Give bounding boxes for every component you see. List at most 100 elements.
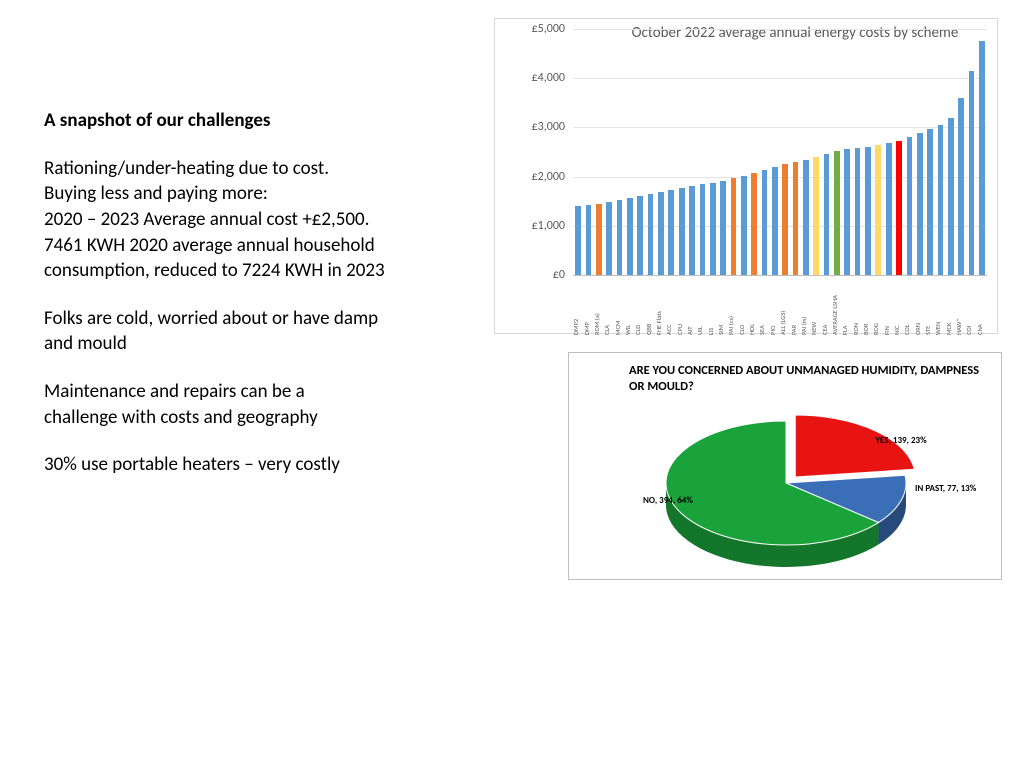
x-tick-label: PAI (cs) bbox=[727, 316, 735, 335]
bar bbox=[762, 170, 768, 275]
slide: A snapshot of our challenges Rationing/u… bbox=[0, 0, 1024, 768]
bar bbox=[824, 154, 830, 275]
bar bbox=[948, 118, 954, 275]
bar bbox=[668, 190, 674, 275]
y-tick-label: £0 bbox=[507, 268, 565, 282]
y-tick-label: £4,000 bbox=[507, 71, 565, 85]
bar bbox=[855, 148, 861, 275]
bar bbox=[782, 164, 788, 275]
x-tick-label: BOR bbox=[862, 324, 870, 335]
bar bbox=[586, 205, 592, 275]
y-tick-label: £5,000 bbox=[507, 22, 565, 36]
paragraph-2: Folks are cold, worried about or have da… bbox=[44, 306, 464, 357]
x-tick-label: NIC bbox=[893, 326, 901, 335]
pie-label-yes: YES, 139, 23% bbox=[874, 435, 927, 446]
x-tick-label: QBB bbox=[645, 324, 653, 335]
y-tick-label: £1,000 bbox=[507, 219, 565, 233]
bar bbox=[803, 160, 809, 275]
pie-label-inpast: IN PAST, 77, 13% bbox=[915, 483, 977, 494]
x-tick-label: CLO bbox=[738, 325, 746, 335]
paragraph-4: 30% use portable heaters – very costly bbox=[44, 452, 464, 478]
x-tick-label: NEW bbox=[810, 322, 818, 335]
x-tick-label: HOL bbox=[748, 324, 756, 335]
x-tick-label: SEA bbox=[758, 325, 766, 335]
x-tick-label: MCK bbox=[945, 323, 953, 335]
x-tick-label: DMP bbox=[583, 322, 591, 335]
x-tick-label: PIO bbox=[769, 326, 777, 335]
x-tick-label: ROG bbox=[872, 323, 880, 335]
x-tick-label: ACC bbox=[665, 324, 673, 335]
x-tick-label: CLA bbox=[603, 325, 611, 335]
bar bbox=[834, 151, 840, 275]
x-tick-label: ALL (LGS) bbox=[779, 311, 787, 335]
x-tick-label: UIL bbox=[696, 326, 704, 335]
bar bbox=[741, 176, 747, 275]
bar-chart-xticks: DMP2DMPROM (a)CLAMCMWILCLDQBBFHE FlatsAC… bbox=[573, 277, 987, 335]
heading: A snapshot of our challenges bbox=[44, 108, 464, 134]
x-tick-label: ROM (a) bbox=[593, 313, 601, 335]
bar bbox=[979, 41, 985, 275]
x-tick-label: CEA bbox=[821, 325, 829, 335]
text-block: A snapshot of our challenges Rationing/u… bbox=[44, 108, 464, 500]
x-tick-label: AVERAGE LSHA bbox=[831, 295, 839, 335]
x-tick-label: WIL bbox=[624, 325, 632, 335]
bar bbox=[658, 192, 664, 275]
y-tick-label: £2,000 bbox=[507, 170, 565, 184]
x-tick-label: SIM bbox=[717, 325, 725, 335]
bar bbox=[751, 173, 757, 275]
x-tick-label: ChA bbox=[976, 324, 984, 335]
x-tick-label: FIN bbox=[883, 326, 891, 335]
paragraph-1: Rationing/under-heating due to cost.Buyi… bbox=[44, 156, 464, 284]
bar bbox=[865, 147, 871, 275]
x-tick-label: LIS bbox=[707, 328, 715, 335]
bar bbox=[575, 206, 581, 275]
bar bbox=[700, 184, 706, 275]
bar bbox=[679, 188, 685, 275]
x-tick-label: COI bbox=[965, 326, 973, 335]
x-tick-label: FLA bbox=[841, 326, 849, 335]
bar bbox=[896, 141, 902, 275]
bar bbox=[689, 186, 695, 275]
x-tick-label: COL bbox=[903, 325, 911, 335]
pie-chart-svg: YES, 139, 23% IN PAST, 77, 13% NO, 394, 64… bbox=[569, 383, 1003, 577]
pie-label-no: NO, 394, 64% bbox=[643, 495, 693, 506]
x-tick-label: DMP2 bbox=[572, 319, 580, 335]
x-tick-label: FHE Flats bbox=[655, 311, 663, 335]
bar bbox=[606, 202, 612, 275]
bar bbox=[875, 145, 881, 275]
bar bbox=[648, 194, 654, 275]
bar bbox=[844, 149, 850, 275]
bar bbox=[969, 71, 975, 275]
bar bbox=[617, 200, 623, 275]
x-tick-label: CPU bbox=[676, 324, 684, 335]
bar bbox=[772, 167, 778, 275]
bar bbox=[958, 98, 964, 275]
bar bbox=[793, 162, 799, 275]
x-tick-label: ORN bbox=[914, 323, 922, 335]
x-tick-label: RON bbox=[852, 323, 860, 335]
pie-chart: ARE YOU CONCERNED ABOUT UNMANAGED HUMIDI… bbox=[568, 352, 1002, 580]
x-tick-label: PAR bbox=[790, 325, 798, 335]
bar bbox=[627, 198, 633, 275]
y-tick-label: £3,000 bbox=[507, 120, 565, 134]
bar bbox=[813, 157, 819, 275]
x-tick-label: STE bbox=[924, 326, 932, 335]
x-tick-label: WEN bbox=[934, 322, 942, 335]
bar bbox=[596, 204, 602, 275]
paragraph-3: Maintenance and repairs can be achalleng… bbox=[44, 379, 464, 430]
x-tick-label: AIT bbox=[686, 326, 694, 335]
bar bbox=[907, 137, 913, 275]
bar bbox=[927, 129, 933, 275]
x-tick-label: HAW* bbox=[955, 318, 963, 335]
bar bbox=[886, 143, 892, 275]
bar bbox=[938, 125, 944, 275]
x-tick-label: CLD bbox=[634, 325, 642, 335]
bar bbox=[637, 196, 643, 275]
bar-chart: October 2022 average annual energy costs… bbox=[494, 18, 998, 334]
bar bbox=[917, 133, 923, 275]
bar bbox=[710, 183, 716, 275]
x-tick-label: PAI (rs) bbox=[800, 317, 808, 335]
bar-chart-plot bbox=[573, 29, 987, 275]
bar bbox=[731, 178, 737, 275]
x-tick-label: MCM bbox=[614, 320, 622, 335]
